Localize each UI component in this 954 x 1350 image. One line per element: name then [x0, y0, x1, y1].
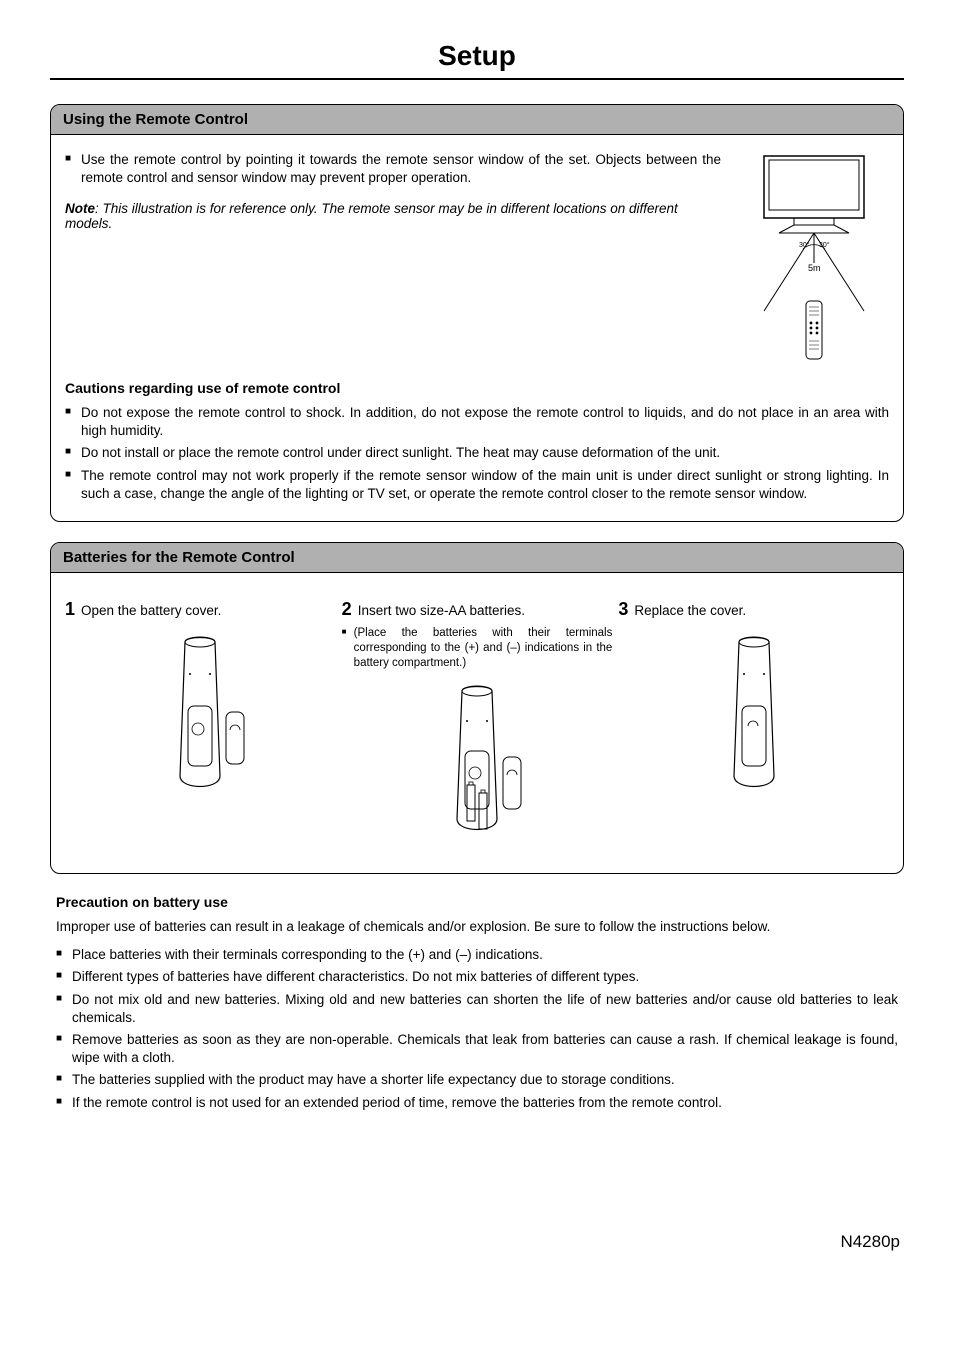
step3-num: 3 — [618, 599, 628, 620]
remote-sensor-diagram: 30° 30° 5m — [739, 151, 889, 374]
page-title: Setup — [50, 40, 904, 80]
precaution-item: Remove batteries as soon as they are non… — [56, 1031, 898, 1067]
caution-item: The remote control may not work properly… — [65, 467, 889, 503]
precaution-item: Different types of batteries have differ… — [56, 968, 898, 986]
step-3: 3 Replace the cover. — [618, 599, 889, 859]
section1-header: Using the Remote Control — [51, 105, 903, 135]
cautions-list: Do not expose the remote control to shoc… — [65, 404, 889, 503]
remote-open-cover-icon — [140, 626, 260, 826]
step3-text: Replace the cover. — [634, 603, 746, 618]
precaution-item: The batteries supplied with the product … — [56, 1071, 898, 1089]
precaution-heading: Precaution on battery use — [56, 894, 898, 910]
note-row: Note: This illustration is for reference… — [65, 201, 721, 231]
caution-item: Do not install or place the remote contr… — [65, 444, 889, 462]
distance-label: 5m — [808, 263, 821, 273]
caution-item: Do not expose the remote control to shoc… — [65, 404, 889, 440]
note-text: : This illustration is for reference onl… — [65, 201, 678, 231]
step2-num: 2 — [342, 599, 352, 620]
remote-insert-batteries-icon — [417, 679, 537, 859]
cautions-heading: Cautions regarding use of remote control — [65, 380, 889, 396]
step-1: 1 Open the battery cover. — [65, 599, 336, 859]
section-remote-control: Using the Remote Control Use the remote … — [50, 104, 904, 522]
angle-left: 30° — [799, 241, 810, 249]
angle-right: 30° — [819, 241, 830, 249]
step2-sub: (Place the batteries with their terminal… — [342, 626, 613, 671]
precaution-list: Place batteries with their terminals cor… — [56, 946, 898, 1112]
precaution-section: Precaution on battery use Improper use o… — [50, 894, 904, 1112]
step2-text: Insert two size-AA batteries. — [358, 603, 525, 618]
intro-bullet: Use the remote control by pointing it to… — [65, 151, 721, 187]
page-footer: N4280p — [50, 1232, 904, 1252]
remote-replace-cover-icon — [704, 626, 804, 826]
section-batteries: Batteries for the Remote Control 1 Open … — [50, 542, 904, 874]
precaution-intro: Improper use of batteries can result in … — [56, 918, 898, 936]
step1-text: Open the battery cover. — [81, 603, 221, 618]
precaution-item: Place batteries with their terminals cor… — [56, 946, 898, 964]
precaution-item: If the remote control is not used for an… — [56, 1094, 898, 1112]
section2-header: Batteries for the Remote Control — [51, 543, 903, 573]
precaution-item: Do not mix old and new batteries. Mixing… — [56, 991, 898, 1027]
step-2: 2 Insert two size-AA batteries. (Place t… — [342, 599, 613, 859]
note-label: Note — [65, 201, 95, 216]
step1-num: 1 — [65, 599, 75, 620]
